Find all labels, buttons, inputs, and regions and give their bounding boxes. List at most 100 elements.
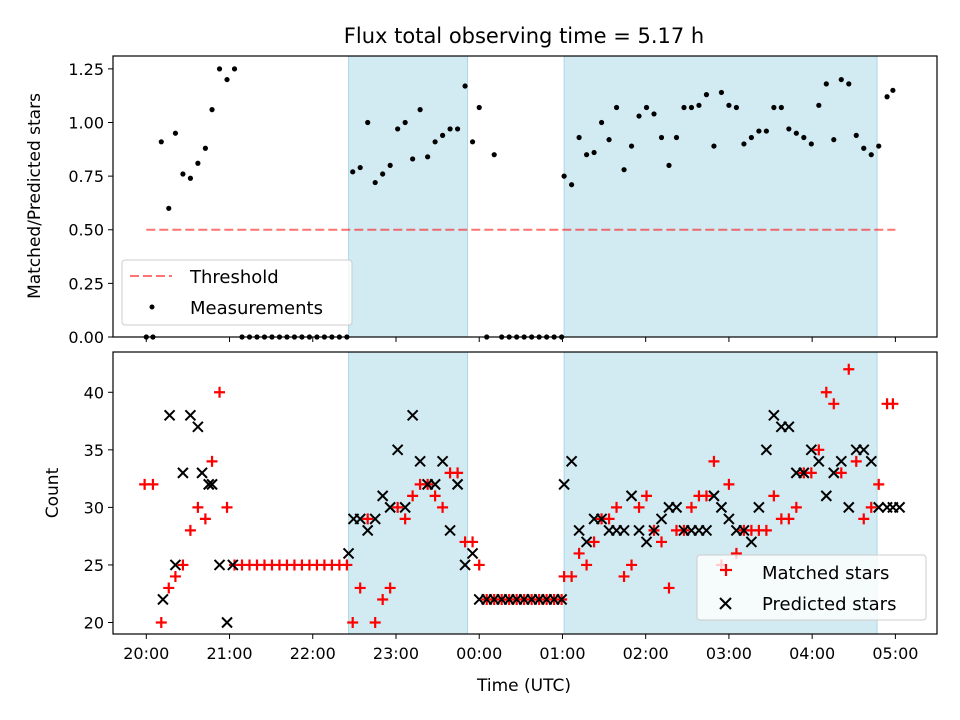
matched-legend-swatch xyxy=(720,564,732,576)
measurement-point xyxy=(598,119,605,126)
measurement-point xyxy=(569,182,575,188)
measurement-point xyxy=(666,162,672,168)
count-x-tick-label: 20:00 xyxy=(123,644,169,663)
measurement-point xyxy=(432,139,438,145)
matched-star-point xyxy=(163,582,175,594)
measurement-point xyxy=(209,107,215,113)
matched-star-point xyxy=(206,455,218,467)
matched-star-point xyxy=(407,490,419,502)
predicted-star-point xyxy=(618,524,630,537)
measurements-legend-label: Measurements xyxy=(190,298,323,319)
x-axis-label: Time (UTC) xyxy=(476,676,571,696)
matched-star-point xyxy=(768,490,780,502)
measurement-point xyxy=(402,119,408,126)
matched-star-point xyxy=(603,513,615,525)
measurement-point xyxy=(202,145,208,151)
matched-star-point xyxy=(700,490,712,502)
count-x-tick-label: 23:00 xyxy=(373,644,419,663)
measurement-point xyxy=(158,139,164,145)
matched-star-point xyxy=(708,455,720,467)
predicted-star-point xyxy=(451,478,464,491)
measurement-point xyxy=(187,175,194,181)
predicted-star-point xyxy=(723,513,735,525)
measurement-point xyxy=(350,169,356,175)
matched-star-point xyxy=(865,501,877,513)
measurement-point xyxy=(726,102,732,108)
count-x-tick-label: 05:00 xyxy=(872,644,918,663)
measurement-point xyxy=(718,89,725,96)
measurement-point xyxy=(606,137,612,143)
matched-star-point xyxy=(828,398,840,410)
count-y-tick-label: 25 xyxy=(84,556,104,575)
measurement-point xyxy=(195,160,201,166)
ratio-shaded-interval-1 xyxy=(563,55,878,338)
predicted-star-point xyxy=(715,501,728,514)
measurement-point xyxy=(583,152,590,158)
measurement-point xyxy=(786,126,792,132)
predicted-star-point xyxy=(595,513,608,525)
matched-star-point xyxy=(760,524,772,536)
measurement-point xyxy=(636,113,642,119)
measurement-point xyxy=(216,66,223,72)
threshold-legend-label: Threshold xyxy=(189,267,279,288)
matched-legend-label: Matched stars xyxy=(762,563,889,584)
matched-star-point xyxy=(626,559,638,571)
predicted-star-point xyxy=(376,490,389,502)
predicted-star-point xyxy=(768,409,780,422)
measurement-point xyxy=(621,167,627,173)
matched-star-point xyxy=(783,513,795,525)
predicted-star-point xyxy=(163,409,176,422)
predicted-star-point xyxy=(655,513,668,525)
measurement-point xyxy=(658,134,665,141)
matched-star-point xyxy=(192,501,204,513)
matched-star-point xyxy=(566,570,578,582)
measurement-point xyxy=(365,119,371,126)
matched-star-point xyxy=(685,501,697,513)
count-x-tick-label: 00:00 xyxy=(456,644,502,663)
measurement-point xyxy=(166,205,172,211)
measurement-point xyxy=(868,152,874,158)
predicted-star-point xyxy=(820,490,833,502)
predicted-star-point xyxy=(466,547,479,560)
measurement-point xyxy=(816,102,822,108)
matched-star-point xyxy=(887,398,899,410)
matched-star-point xyxy=(384,582,396,594)
predicted-legend-swatch xyxy=(719,597,732,610)
measurement-point xyxy=(440,132,446,138)
measurement-point xyxy=(491,152,497,158)
measurement-point xyxy=(890,87,896,93)
measurements-legend-swatch xyxy=(149,304,155,310)
matched-star-point xyxy=(452,467,464,479)
count-y-axis-label: Count xyxy=(43,467,63,518)
count-x-tick-label: 21:00 xyxy=(206,644,252,663)
measurement-point xyxy=(643,104,650,111)
measurement-point xyxy=(861,145,867,151)
measurement-point xyxy=(801,134,807,141)
measurement-point xyxy=(846,81,852,87)
measurement-point xyxy=(410,156,416,162)
matched-star-point xyxy=(656,536,668,548)
measurement-point xyxy=(454,126,461,132)
count-y-tick-label: 20 xyxy=(84,613,104,632)
ratio-y-tick-label: 1.25 xyxy=(68,60,104,79)
matched-star-point xyxy=(581,559,593,571)
measurement-point xyxy=(673,134,680,141)
measurement-point xyxy=(778,104,784,111)
predicted-star-point xyxy=(184,409,197,422)
measurement-point xyxy=(628,143,635,149)
predicted-star-point xyxy=(738,524,750,537)
ratio-legend: Threshold Measurements xyxy=(121,259,353,326)
ratio-y-tick-label: 1.00 xyxy=(68,113,104,132)
count-y-tick-label: 40 xyxy=(84,383,104,402)
count-y-tick-label: 35 xyxy=(84,441,104,460)
predicted-star-point xyxy=(227,559,239,571)
ratio-axes-frame xyxy=(112,55,938,338)
predicted-star-point xyxy=(843,501,855,514)
measurement-point xyxy=(771,104,777,111)
ratio-y-tick-label: 0.25 xyxy=(68,274,104,293)
predicted-star-point xyxy=(558,478,570,491)
predicted-star-point xyxy=(177,467,189,479)
ratio-panel: 0.00 0.25 0.50 0.75 1.00 1.25 xyxy=(68,55,938,347)
predicted-star-point xyxy=(206,478,218,491)
predicted-star-point xyxy=(670,501,683,514)
